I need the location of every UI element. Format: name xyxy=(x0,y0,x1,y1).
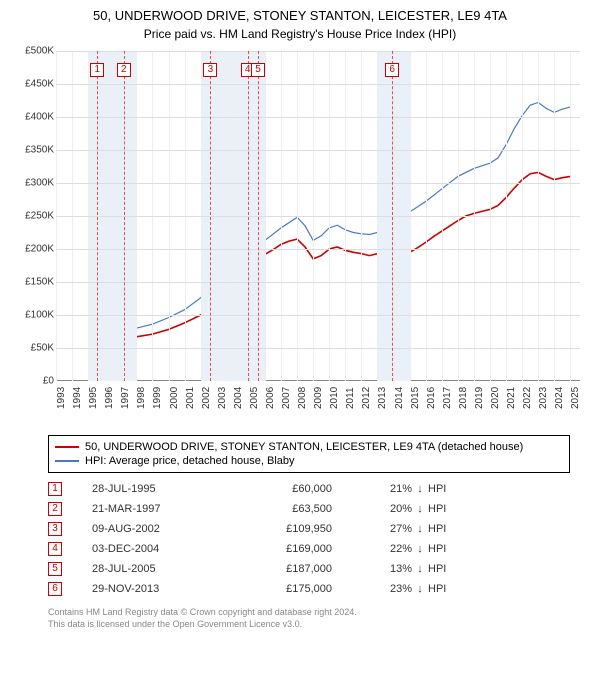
sale-marker-1: 1 xyxy=(90,63,104,77)
table-price: £60,000 xyxy=(222,483,332,495)
down-arrow-icon: ↓ xyxy=(412,583,428,595)
table-date: 29-NOV-2013 xyxy=(92,583,222,595)
table-row: 2 21-MAR-1997£63,500 20%↓HPI xyxy=(48,499,570,519)
table-date: 03-DEC-2004 xyxy=(92,543,222,555)
down-arrow-icon: ↓ xyxy=(412,543,428,555)
legend-box: 50, UNDERWOOD DRIVE, STONEY STANTON, LEI… xyxy=(48,435,570,473)
sales-table: 128-JUL-1995£60,00021%↓HPI221-MAR-1997£6… xyxy=(48,479,570,599)
table-pct: 23% xyxy=(352,583,412,595)
table-date: 28-JUL-2005 xyxy=(92,563,222,575)
chart-area: 1993199419951996199719981999200020012002… xyxy=(10,47,590,427)
table-date: 28-JUL-1995 xyxy=(92,483,222,495)
table-marker: 4 xyxy=(48,542,62,556)
table-pct: 13% xyxy=(352,563,412,575)
table-marker: 2 xyxy=(48,502,62,516)
footer-line2: This data is licensed under the Open Gov… xyxy=(48,619,590,631)
down-arrow-icon: ↓ xyxy=(412,563,428,575)
footer-line1: Contains HM Land Registry data © Crown c… xyxy=(48,607,590,619)
legend-label: 50, UNDERWOOD DRIVE, STONEY STANTON, LEI… xyxy=(85,441,523,453)
table-price: £169,000 xyxy=(222,543,332,555)
table-hpi-label: HPI xyxy=(428,523,458,535)
table-price: £109,950 xyxy=(222,523,332,535)
table-row: 4 03-DEC-2004£169,000 22%↓HPI xyxy=(48,539,570,559)
legend-swatch xyxy=(55,446,79,448)
table-price: £187,000 xyxy=(222,563,332,575)
y-tick-label: £300K xyxy=(10,177,54,188)
table-marker: 3 xyxy=(48,522,62,536)
footer-attribution: Contains HM Land Registry data © Crown c… xyxy=(48,607,590,630)
y-tick-label: £250K xyxy=(10,210,54,221)
y-tick-label: £0 xyxy=(10,375,54,386)
legend-row: 50, UNDERWOOD DRIVE, STONEY STANTON, LEI… xyxy=(55,440,563,454)
table-date: 09-AUG-2002 xyxy=(92,523,222,535)
table-pct: 27% xyxy=(352,523,412,535)
down-arrow-icon: ↓ xyxy=(412,483,428,495)
chart-title-line1: 50, UNDERWOOD DRIVE, STONEY STANTON, LEI… xyxy=(10,8,590,25)
table-row: 3 09-AUG-2002£109,950 27%↓HPI xyxy=(48,519,570,539)
sale-marker-3: 3 xyxy=(203,63,217,77)
x-tick-label: 2025 xyxy=(570,387,600,409)
y-tick-label: £150K xyxy=(10,276,54,287)
table-row: 5 28-JUL-2005£187,000 13%↓HPI xyxy=(48,559,570,579)
legend-swatch xyxy=(55,460,79,462)
table-pct: 21% xyxy=(352,483,412,495)
table-pct: 20% xyxy=(352,503,412,515)
table-marker: 5 xyxy=(48,562,62,576)
y-tick-label: £450K xyxy=(10,78,54,89)
table-hpi-label: HPI xyxy=(428,563,458,575)
y-tick-label: £50K xyxy=(10,342,54,353)
sale-marker-6: 6 xyxy=(385,63,399,77)
y-tick-label: £200K xyxy=(10,243,54,254)
table-marker: 6 xyxy=(48,582,62,596)
sale-marker-5: 5 xyxy=(251,63,265,77)
down-arrow-icon: ↓ xyxy=(412,503,428,515)
table-hpi-label: HPI xyxy=(428,583,458,595)
table-price: £175,000 xyxy=(222,583,332,595)
table-date: 21-MAR-1997 xyxy=(92,503,222,515)
y-tick-label: £400K xyxy=(10,111,54,122)
table-hpi-label: HPI xyxy=(428,503,458,515)
chart-title-line2: Price paid vs. HM Land Registry's House … xyxy=(10,27,590,41)
table-pct: 22% xyxy=(352,543,412,555)
legend-row: HPI: Average price, detached house, Blab… xyxy=(55,454,563,468)
table-row: 1 28-JUL-1995£60,000 21%↓HPI xyxy=(48,479,570,499)
table-marker: 1 xyxy=(48,482,62,496)
table-hpi-label: HPI xyxy=(428,483,458,495)
y-tick-label: £100K xyxy=(10,309,54,320)
legend-label: HPI: Average price, detached house, Blab… xyxy=(85,455,295,467)
sale-marker-2: 2 xyxy=(117,63,131,77)
y-tick-label: £350K xyxy=(10,144,54,155)
down-arrow-icon: ↓ xyxy=(412,523,428,535)
table-row: 6 29-NOV-2013£175,000 23%↓HPI xyxy=(48,579,570,599)
y-tick-label: £500K xyxy=(10,45,54,56)
table-hpi-label: HPI xyxy=(428,543,458,555)
table-price: £63,500 xyxy=(222,503,332,515)
